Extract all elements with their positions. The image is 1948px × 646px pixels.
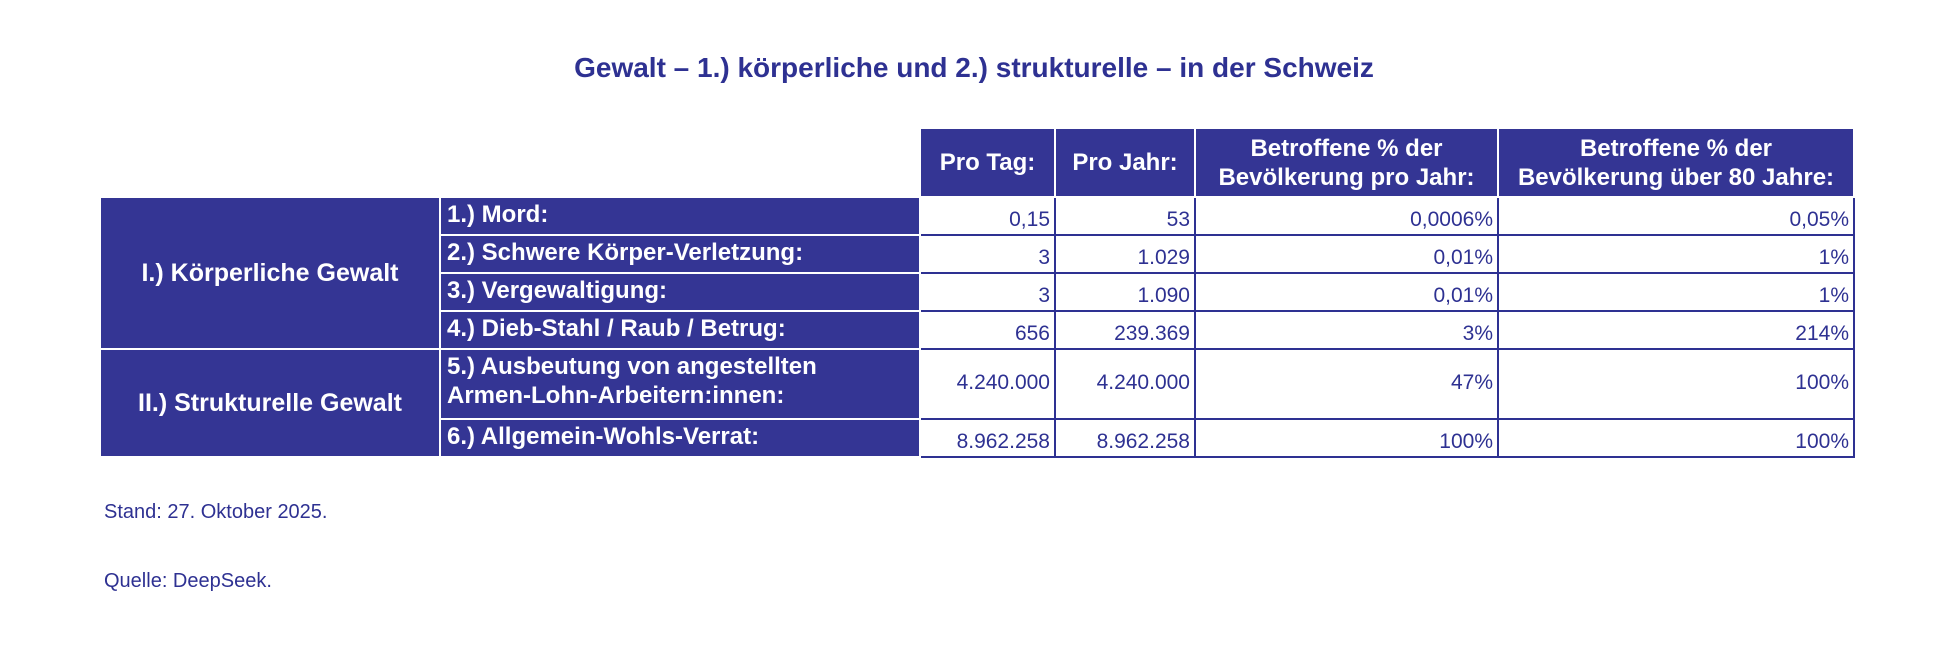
cell-pct-80: 0,05% xyxy=(1497,196,1855,236)
cell-pro-tag: 3 xyxy=(919,234,1056,274)
violence-table: Pro Tag: Pro Jahr: Betroffene % der Bevö… xyxy=(99,127,1855,458)
row-label: 3.) Vergewaltigung: xyxy=(439,272,921,312)
cell-pro-jahr: 1.090 xyxy=(1054,272,1196,312)
row-label-line1: 5.) Ausbeutung von angestellten xyxy=(447,353,817,380)
cell-pct-jahr: 47% xyxy=(1194,348,1499,420)
cell-pct-80: 1% xyxy=(1497,234,1855,274)
table-row: II.) Strukturelle Gewalt 5.) Ausbeutung … xyxy=(99,348,1855,458)
cell-pro-jahr: 1.029 xyxy=(1054,234,1196,274)
cell-pro-tag: 4.240.000 xyxy=(919,348,1056,420)
cell-pct-jahr: 0,0006% xyxy=(1194,196,1499,236)
cell-pro-tag: 3 xyxy=(919,272,1056,312)
cell-pro-jahr: 53 xyxy=(1054,196,1196,236)
header-row: Pro Tag: Pro Jahr: Betroffene % der Bevö… xyxy=(100,127,1855,198)
header-pro-tag: Pro Tag: xyxy=(919,127,1056,198)
cell-pro-tag: 8.962.258 xyxy=(919,418,1056,458)
header-betroffene-jahr: Betroffene % der Bevölkerung pro Jahr: xyxy=(1194,127,1499,198)
row-label: 1.) Mord: xyxy=(439,196,921,236)
cell-pct-80: 214% xyxy=(1497,310,1855,350)
source-note: Quelle: DeepSeek. xyxy=(104,570,272,592)
table-row: 2.) Schwere Körper-Verletzung: 3 1.029 0… xyxy=(100,234,1855,274)
table-row: I.) Körperliche Gewalt 1.) Mord: 0,15 53… xyxy=(99,196,1855,350)
stand-date: Stand: 27. Oktober 2025. xyxy=(104,501,328,523)
cell-pct-jahr: 0,01% xyxy=(1194,234,1499,274)
row-label: 5.) Ausbeutung von angestellten Armen-Lo… xyxy=(439,348,921,420)
cell-pro-tag: 0,15 xyxy=(919,196,1056,236)
table-row: 6.) Allgemein-Wohls-Verrat: 8.962.258 8.… xyxy=(100,418,1855,458)
header-betroffene-80: Betroffene % der Bevölkerung über 80 Jah… xyxy=(1497,127,1855,198)
cell-pct-jahr: 100% xyxy=(1194,418,1499,458)
header-blank xyxy=(100,128,920,197)
row-label: 4.) Dieb-Stahl / Raub / Betrug: xyxy=(439,310,921,350)
cell-pct-80: 100% xyxy=(1497,348,1855,420)
header-betroffene-jahr-line1: Betroffene % der xyxy=(1250,134,1443,162)
header-betroffene-jahr-line2: Bevölkerung pro Jahr: xyxy=(1218,163,1475,191)
page-title: Gewalt – 1.) körperliche und 2.) struktu… xyxy=(574,52,1374,83)
row-label: 6.) Allgemein-Wohls-Verrat: xyxy=(439,418,921,458)
cell-pro-tag: 656 xyxy=(919,310,1056,350)
cell-pct-80: 1% xyxy=(1497,272,1855,312)
group-koerperliche-gewalt: I.) Körperliche Gewalt xyxy=(99,196,441,350)
cell-pro-jahr: 8.962.258 xyxy=(1054,418,1196,458)
group-strukturelle-gewalt: II.) Strukturelle Gewalt xyxy=(99,348,441,458)
row-label-line2: Armen-Lohn-Arbeitern:innen: xyxy=(447,382,785,409)
row-label: 2.) Schwere Körper-Verletzung: xyxy=(439,234,921,274)
header-betroffene-80-line1: Betroffene % der xyxy=(1579,134,1773,162)
cell-pct-jahr: 0,01% xyxy=(1194,272,1499,312)
cell-pct-80: 100% xyxy=(1497,418,1855,458)
header-pro-jahr: Pro Jahr: xyxy=(1054,127,1196,198)
header-betroffene-80-line2: Bevölkerung über 80 Jahre: xyxy=(1517,163,1835,191)
cell-pro-jahr: 239.369 xyxy=(1054,310,1196,350)
table-row: 4.) Dieb-Stahl / Raub / Betrug: 656 239.… xyxy=(100,310,1855,350)
table-row: 3.) Vergewaltigung: 3 1.090 0,01% 1% xyxy=(100,272,1855,312)
cell-pro-jahr: 4.240.000 xyxy=(1054,348,1196,420)
cell-pct-jahr: 3% xyxy=(1194,310,1499,350)
